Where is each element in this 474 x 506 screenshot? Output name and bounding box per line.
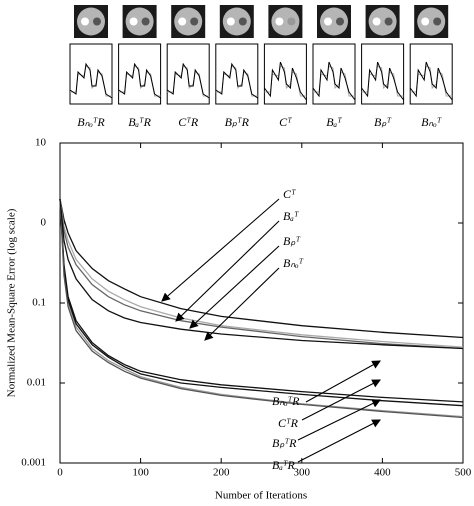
- thumb-label: Bₙₒᵀ: [421, 115, 442, 129]
- y-tick-label: 0.01: [27, 377, 46, 389]
- x-tick-label: 400: [374, 467, 391, 479]
- x-tick-label: 200: [213, 467, 230, 479]
- thumb-disk: [320, 7, 348, 36]
- y-axis-label: Normalized Mean-Square Error (log scale): [6, 208, 18, 397]
- thumb-label: CᵀR: [178, 115, 199, 129]
- x-tick-label: 300: [294, 467, 311, 479]
- annotation-arrow: [297, 399, 381, 441]
- profile-line: [312, 61, 356, 101]
- thumbnail: Bₚᵀ: [361, 5, 405, 129]
- thumb-label: Bₚᵀ: [374, 115, 391, 129]
- annotation-label: Bₐᵀ: [283, 209, 299, 223]
- annotation-arrow: [161, 198, 280, 302]
- y-tick-label: 0.1: [32, 297, 46, 309]
- thumb-spot: [336, 17, 344, 26]
- annotation-label: BₙₒᵀR: [272, 394, 300, 408]
- thumb-spot: [129, 17, 138, 26]
- annotation-label: BₐᵀR: [272, 458, 295, 472]
- thumbnail: BₙₒᵀR: [69, 5, 113, 129]
- thumb-spot: [287, 17, 296, 26]
- series-line: [59, 198, 464, 419]
- profile-line: [69, 62, 113, 99]
- y-tick-label: 10: [35, 137, 47, 149]
- annotation-arrow: [204, 267, 280, 341]
- x-tick-label: 0: [57, 467, 63, 479]
- series-line: [59, 198, 464, 418]
- annotation-label: Bₙₒᵀ: [283, 256, 304, 270]
- annotation-arrow: [301, 379, 381, 421]
- annotation-label: Cᵀ: [283, 187, 296, 201]
- annotation-arrow: [175, 220, 280, 322]
- annotation-label: Bₚᵀ: [283, 234, 300, 248]
- thumb-spot: [324, 17, 332, 26]
- thumb-spot: [93, 17, 101, 26]
- thumbnail: BₚᵀR: [215, 5, 259, 129]
- thumb-label: BₐᵀR: [128, 115, 151, 129]
- series-line: [59, 198, 464, 348]
- thumb-label: BₙₒᵀR: [77, 115, 105, 129]
- y-tick-label: 0.001: [21, 457, 46, 469]
- series-line: [59, 198, 464, 407]
- annotation-arrow: [189, 245, 280, 329]
- thumb-disk: [368, 7, 397, 36]
- thumb-spot: [433, 17, 442, 26]
- thumb-spot: [421, 17, 430, 26]
- profile-line: [215, 62, 259, 99]
- thumbnail: Cᵀ: [263, 5, 307, 129]
- thumb-spot: [81, 17, 89, 26]
- x-tick-label: 500: [455, 467, 472, 479]
- annotation-label: BₚᵀR: [272, 436, 297, 450]
- series-line: [59, 198, 464, 403]
- annotation-arrow: [297, 419, 381, 463]
- profile-line: [361, 61, 405, 101]
- thumb-spot: [178, 17, 187, 26]
- thumb-spot: [190, 17, 199, 26]
- thumb-label: Bₐᵀ: [326, 115, 342, 129]
- thumb-spot: [226, 17, 235, 26]
- profile-line: [409, 61, 453, 101]
- thumb-disk: [77, 7, 105, 36]
- thumbnail: Bₙₒᵀ: [409, 5, 453, 129]
- x-axis-label: Number of Iterations: [215, 490, 307, 502]
- thumbnail: CᵀR: [166, 5, 210, 129]
- series-line: [59, 198, 464, 350]
- thumb-disk: [174, 7, 203, 36]
- thumb-disk: [417, 7, 446, 36]
- thumb-spot: [384, 17, 393, 26]
- profile-line: [166, 62, 210, 99]
- annotation-label: CᵀR: [278, 416, 299, 430]
- thumb-spot: [238, 17, 247, 26]
- x-tick-label: 100: [132, 467, 149, 479]
- thumb-disk: [222, 7, 251, 36]
- series-line: [59, 198, 464, 339]
- profile-line: [118, 62, 161, 99]
- series-line: [59, 198, 464, 350]
- thumb-disk: [125, 7, 154, 36]
- profile-line: [263, 61, 307, 101]
- thumbnail: Bₐᵀ: [312, 5, 356, 129]
- thumb-spot: [275, 17, 284, 26]
- thumb-label: Cᵀ: [279, 115, 292, 129]
- thumb-spot: [141, 17, 150, 26]
- thumb-spot: [372, 17, 381, 26]
- thumb-label: BₚᵀR: [225, 115, 250, 129]
- thumb-disk: [271, 7, 300, 36]
- annotation-arrow: [305, 360, 381, 403]
- y-tick-label: 0: [41, 217, 47, 229]
- thumbnail: BₐᵀR: [118, 5, 162, 129]
